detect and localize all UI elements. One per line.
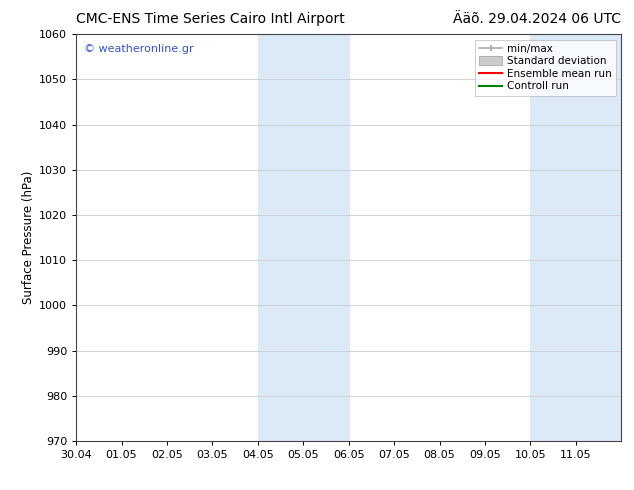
Bar bbox=[258, 34, 349, 441]
Text: © weatheronline.gr: © weatheronline.gr bbox=[84, 45, 194, 54]
Text: Ääõ. 29.04.2024 06 UTC: Ääõ. 29.04.2024 06 UTC bbox=[453, 12, 621, 26]
Y-axis label: Surface Pressure (hPa): Surface Pressure (hPa) bbox=[22, 171, 35, 304]
Legend: min/max, Standard deviation, Ensemble mean run, Controll run: min/max, Standard deviation, Ensemble me… bbox=[475, 40, 616, 96]
Text: CMC-ENS Time Series Cairo Intl Airport: CMC-ENS Time Series Cairo Intl Airport bbox=[76, 12, 345, 26]
Bar bbox=[531, 34, 621, 441]
